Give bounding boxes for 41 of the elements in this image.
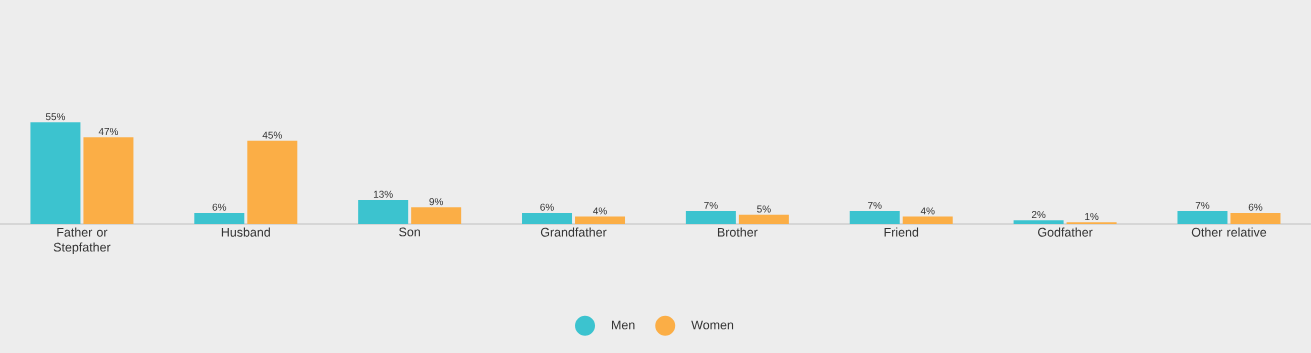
bar [1013,220,1064,224]
bar [902,216,953,224]
bar [83,137,134,224]
data-label: 6% [212,203,227,211]
data-label: 6% [1248,203,1263,211]
x-tick-label: Godfather [1038,227,1093,237]
x-tick-label: Husband [221,227,270,237]
data-label: 7% [704,201,718,209]
data-label: 9% [429,198,444,206]
data-label: 4% [920,207,935,215]
data-label: 2% [1031,211,1046,219]
bar [849,211,900,224]
bar [247,140,298,224]
data-label: 5% [757,205,771,213]
bar [411,207,462,224]
bar [522,212,573,224]
bar [1177,211,1228,224]
x-tick-label: Friend [884,227,919,237]
x-tick-label: Brother [717,227,758,237]
bar [575,216,626,224]
legend-label: Men [612,320,635,330]
data-label: 47% [98,127,119,135]
bar [358,199,409,224]
data-label: 55% [45,113,66,121]
data-label: 4% [593,207,607,215]
x-tick-label: Father or Stepfather [53,227,111,255]
data-label: 7% [868,201,882,209]
x-tick-label: Grandfather [540,227,607,237]
data-label: 45% [262,131,282,139]
bar [738,214,789,224]
bar [194,212,245,224]
data-label: 1% [1085,212,1099,220]
data-label: 13% [373,190,393,198]
legend-label: Women [691,320,734,330]
bar [30,122,81,224]
bar [1230,212,1281,224]
x-tick-label: Son [399,227,420,237]
data-label: 6% [540,203,554,211]
x-tick-label: Other relative [1191,227,1267,237]
data-label: 7% [1195,201,1210,209]
bar [685,211,736,224]
